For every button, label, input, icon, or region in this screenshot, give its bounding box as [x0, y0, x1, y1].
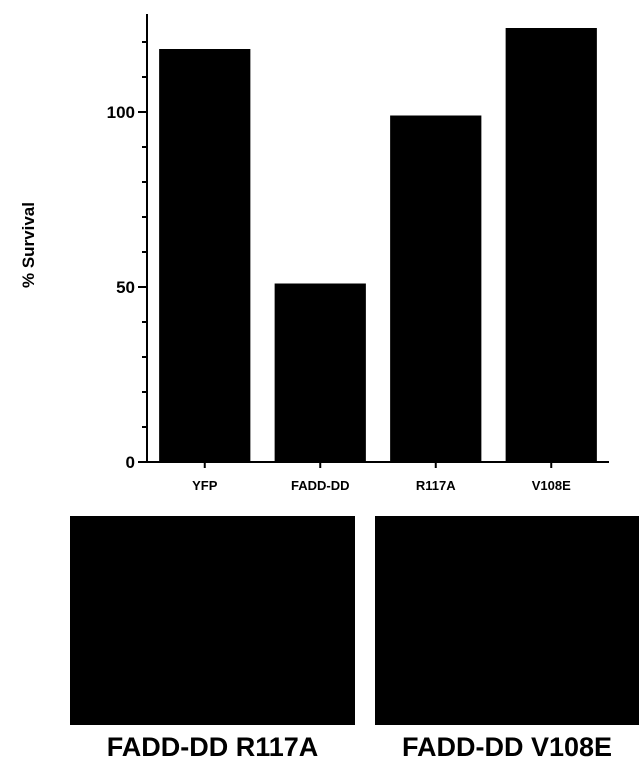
y-tick-label: 50	[116, 278, 135, 297]
x-tick-label: YFP	[192, 478, 218, 493]
bar-yfp	[159, 49, 251, 462]
x-tick-label: FADD-DD	[291, 478, 350, 493]
panel-label-v108e: FADD-DD V108E	[401, 732, 613, 762]
bar-fadd-dd	[274, 283, 366, 462]
y-tick-label: 100	[107, 103, 135, 122]
x-tick-label: V108E	[532, 478, 571, 493]
y-tick-label: 0	[126, 453, 135, 472]
x-tick-label: R117A	[416, 478, 456, 493]
panel-image-v108e	[375, 516, 639, 725]
panel-label-r117a: FADD-DD R117A	[106, 732, 319, 762]
plot-area: 0 50 100 YFP FADD-DD R117A V108E	[107, 14, 609, 493]
panel-image-r117a	[70, 516, 355, 725]
y-axis-label: % Survival	[19, 202, 38, 288]
bar-v108e	[505, 28, 597, 462]
survival-bar-chart: % Survival 0 50 100 YFP FADD-DD R117A V108E	[19, 14, 609, 493]
bar-r117a	[390, 115, 482, 462]
